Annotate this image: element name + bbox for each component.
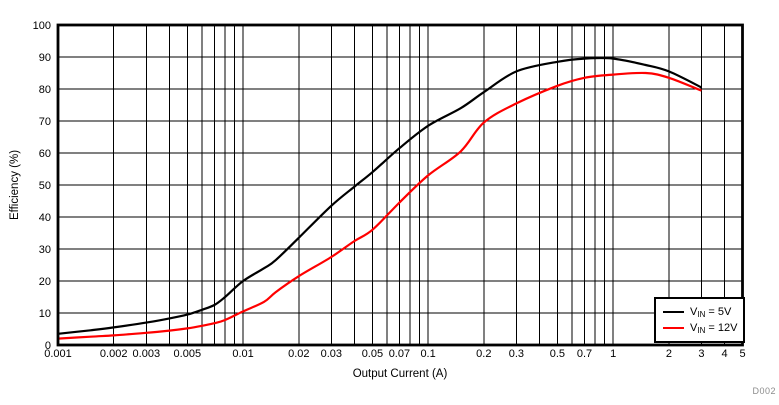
legend-label-vin-5v: VIN = 5V xyxy=(690,305,732,319)
svg-text:0.001: 0.001 xyxy=(44,348,72,360)
figure-id-label: D002 xyxy=(752,386,776,396)
svg-text:0.02: 0.02 xyxy=(288,348,309,360)
svg-text:40: 40 xyxy=(39,212,51,224)
svg-text:0.03: 0.03 xyxy=(321,348,342,360)
svg-text:10: 10 xyxy=(39,308,51,320)
svg-text:5: 5 xyxy=(739,348,745,360)
x-axis-title: Output Current (A) xyxy=(352,368,448,380)
svg-text:0.1: 0.1 xyxy=(420,348,435,360)
svg-text:80: 80 xyxy=(39,84,51,96)
svg-text:0.005: 0.005 xyxy=(174,348,202,360)
y-axis-title: Efficiency (%) xyxy=(9,149,21,221)
svg-text:1: 1 xyxy=(610,348,616,360)
svg-text:70: 70 xyxy=(39,116,51,128)
svg-text:0.003: 0.003 xyxy=(133,348,161,360)
legend-line-swatch-vin-12v xyxy=(663,327,684,329)
legend-label-vin-12v: VIN = 12V xyxy=(690,321,738,335)
svg-text:20: 20 xyxy=(39,276,51,288)
svg-text:0.002: 0.002 xyxy=(100,348,128,360)
legend-line-swatch-vin-5v xyxy=(663,311,684,313)
svg-text:50: 50 xyxy=(39,180,51,192)
svg-text:30: 30 xyxy=(39,244,51,256)
svg-text:0.07: 0.07 xyxy=(389,348,410,360)
legend-item-vin-12v: VIN = 12V xyxy=(663,322,743,335)
legend-item-vin-5v: VIN = 5V xyxy=(663,306,743,319)
legend: VIN = 5V VIN = 12V xyxy=(654,297,745,343)
svg-text:0.01: 0.01 xyxy=(232,348,253,360)
svg-text:0.2: 0.2 xyxy=(476,348,491,360)
svg-text:60: 60 xyxy=(39,148,51,160)
svg-text:0.05: 0.05 xyxy=(362,348,383,360)
svg-text:2: 2 xyxy=(666,348,672,360)
svg-text:0.7: 0.7 xyxy=(577,348,592,360)
svg-text:0.3: 0.3 xyxy=(509,348,524,360)
svg-text:0.5: 0.5 xyxy=(550,348,565,360)
svg-text:0: 0 xyxy=(45,340,51,352)
svg-text:4: 4 xyxy=(722,348,728,360)
svg-text:100: 100 xyxy=(33,20,51,32)
svg-text:90: 90 xyxy=(39,52,51,64)
svg-text:3: 3 xyxy=(698,348,704,360)
